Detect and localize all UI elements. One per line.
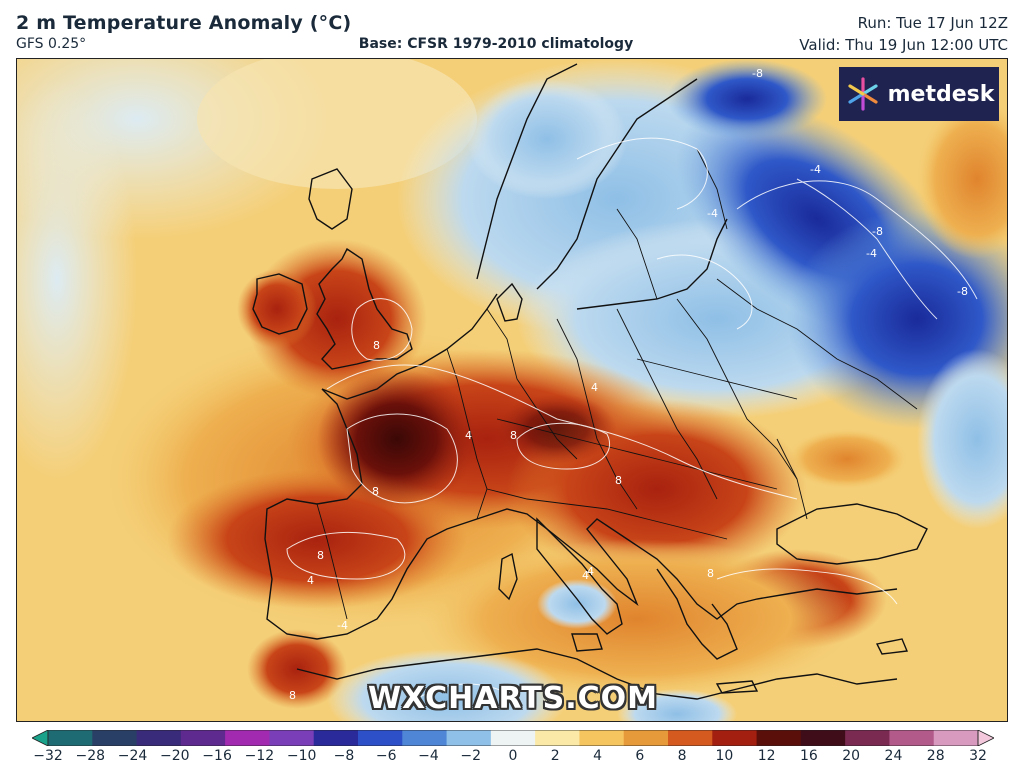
contour-label: 8 [317, 549, 324, 562]
colorbar-segments [32, 730, 994, 746]
contour-label: -8 [957, 285, 968, 298]
base-climatology-label: Base: CFSR 1979-2010 climatology [358, 36, 634, 52]
colorbar-segment [225, 730, 270, 746]
colorbar-tick-label: −32 [33, 748, 63, 764]
contour-label: 4 [587, 565, 594, 578]
colorbar-segment [269, 730, 315, 746]
colorbar-tick-label: 32 [969, 748, 987, 764]
contour-label: 4 [582, 569, 589, 582]
metdesk-logo[interactable]: metdesk [839, 67, 999, 121]
colorbar [32, 730, 994, 746]
chart-title: 2 m Temperature Anomaly (°C) [16, 12, 352, 34]
wxcharts-watermark: WXCHARTS.COM [367, 681, 659, 716]
contour-label: -4 [707, 207, 718, 220]
contour-label: 4 [465, 429, 472, 442]
colorbar-tick-label: 24 [884, 748, 903, 764]
colorbar-segment [92, 730, 138, 746]
contour-label: -8 [872, 225, 883, 238]
colorbar-tick-label: 20 [842, 748, 861, 764]
contour-label: -8 [752, 67, 763, 80]
colorbar-segment [845, 730, 890, 746]
france-extreme-heat-area [317, 369, 477, 509]
colorbar-tick-label: 0 [508, 748, 518, 764]
valid-time-label: Valid: Thu 19 Jun 12:00 UTC [799, 36, 1008, 54]
coastlines [252, 63, 928, 700]
colorbar-tick-label: −20 [160, 748, 190, 764]
model-label: GFS 0.25° [16, 36, 87, 52]
colorbar-segment [402, 730, 448, 746]
colorbar-segment [756, 730, 802, 746]
contour-label: 8 [707, 567, 714, 580]
colorbar-tick-label: 2 [550, 748, 560, 764]
north-africa-cool-area [327, 649, 567, 721]
contour-lines [286, 137, 978, 700]
colorbar-tick-label: 6 [635, 748, 645, 764]
colorbar-tick-label: 4 [593, 748, 602, 764]
colorbar-tick-label: 8 [677, 748, 687, 764]
colorbar-segment [446, 730, 492, 746]
contour-label: 4 [307, 574, 314, 587]
map-canvas: 8 8 8 8 8 8 4 4 4 4 -4 -4 -4 -8 -8 -8 -4… [17, 59, 1007, 721]
colorbar-segment [358, 730, 403, 746]
colorbar-tick-label: −16 [202, 748, 232, 764]
contour-label: 8 [372, 485, 379, 498]
contour-label: -4 [810, 163, 821, 176]
contour-label: -4 [337, 619, 348, 632]
contour-label: 8 [289, 689, 296, 702]
colorbar-segment [712, 730, 758, 746]
colorbar-segment [933, 730, 979, 746]
colorbar-tick-label: 16 [799, 748, 818, 764]
colorbar-segment [623, 730, 669, 746]
contour-label: 8 [615, 474, 622, 487]
run-time-label: Run: Tue 17 Jun 12Z [857, 14, 1008, 32]
contour-label: 8 [510, 429, 517, 442]
logo-text: metdesk [887, 81, 995, 107]
colorbar-segment [800, 730, 846, 746]
contour-label: 4 [591, 381, 598, 394]
colorbar-tick-label: −24 [117, 748, 148, 764]
colorbar-segment [180, 730, 226, 746]
contour-label: 8 [373, 339, 380, 352]
metdesk-star-icon [848, 77, 878, 111]
colorbar-tick-label: −10 [286, 748, 317, 764]
country-borders [316, 148, 918, 620]
colorbar-segment [313, 730, 359, 746]
colorbar-segment [136, 730, 182, 746]
colorbar-frame [47, 730, 979, 746]
colorbar-tick-label: −4 [418, 748, 439, 764]
colorbar-tick-label: 10 [715, 748, 734, 764]
colorbar-tick-label: 28 [926, 748, 945, 764]
colorbar-tick-label: −6 [375, 748, 397, 764]
colorbar-segment [579, 730, 625, 746]
colorbar-tick-label: −8 [333, 748, 355, 764]
colorbar-segment [48, 730, 93, 746]
colorbar-ticks: −32 −28 −24 −20 −16 −12 −10 −8 −6 −4 −2 0 2 4 6 8 10 12 16… [0, 748, 1024, 768]
colorbar-max-arrow [977, 730, 994, 746]
colorbar-tick-label: −28 [75, 748, 106, 764]
anomaly-map: 8 8 8 8 8 8 4 4 4 4 -4 -4 -4 -8 -8 -8 -4… [16, 58, 1008, 722]
colorbar-tick-label: −12 [244, 748, 275, 764]
colorbar-tick-label: −2 [460, 748, 482, 764]
colorbar-segment [668, 730, 713, 746]
colorbar-segment [490, 730, 536, 746]
colorbar-segment [535, 730, 580, 746]
colorbar-min-arrow [32, 730, 49, 746]
colorbar-tick-label: 12 [757, 748, 776, 764]
contour-label: -4 [866, 247, 877, 260]
contour-labels: 8 8 8 8 8 8 4 4 4 4 -4 -4 -4 -8 -8 -8 -4… [289, 67, 968, 702]
colorbar-segment [889, 730, 935, 746]
